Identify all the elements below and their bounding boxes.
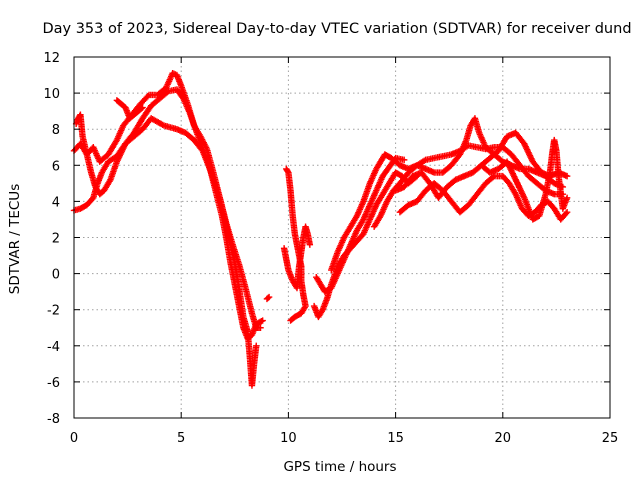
data-point xyxy=(159,121,166,128)
x-tick-label: 20 xyxy=(495,431,512,446)
data-series xyxy=(70,70,264,331)
data-series xyxy=(263,293,273,303)
data-point xyxy=(563,172,571,180)
x-tick-label: 15 xyxy=(387,431,404,446)
data-series xyxy=(478,136,571,223)
data-series xyxy=(280,223,314,292)
data-point xyxy=(258,318,265,325)
data-point xyxy=(287,317,294,324)
data-point xyxy=(400,156,408,164)
data-point xyxy=(144,92,152,100)
y-tick-label: 6 xyxy=(52,159,60,174)
y-tick-label: -6 xyxy=(47,376,60,391)
axis-ticks: 0 5 10 15 20 25 -8 -6 -4 -2 0 2 4 6 8 10 12 xyxy=(43,51,618,446)
data-series xyxy=(283,165,309,324)
data-point xyxy=(138,105,145,112)
data-point xyxy=(420,157,428,164)
y-axis-label: SDTVAR / TECUs xyxy=(7,184,23,294)
data-point xyxy=(562,210,570,217)
data-point xyxy=(257,324,264,331)
data-point xyxy=(306,241,314,248)
y-tick-label: 10 xyxy=(43,87,60,102)
data-point xyxy=(489,173,497,181)
data-point xyxy=(264,294,272,302)
x-tick-label: 5 xyxy=(177,431,185,446)
plot-area xyxy=(70,70,571,389)
data-point xyxy=(288,316,295,323)
data-series xyxy=(392,129,571,201)
chart-title: Day 353 of 2023, Sidereal Day-to-day VTE… xyxy=(42,21,631,37)
x-axis-label: GPS time / hours xyxy=(283,459,396,475)
y-tick-label: 8 xyxy=(52,123,60,138)
y-tick-label: 0 xyxy=(52,268,60,283)
y-tick-label: -8 xyxy=(47,412,60,427)
y-tick-label: 4 xyxy=(52,195,60,210)
data-series xyxy=(113,97,146,122)
data-point xyxy=(139,104,146,111)
x-tick-label: 0 xyxy=(70,431,78,446)
y-tick-label: -4 xyxy=(47,340,60,355)
data-point xyxy=(284,168,291,175)
data-point xyxy=(265,293,273,301)
data-series xyxy=(72,111,260,389)
y-tick-label: 12 xyxy=(43,51,60,66)
x-tick-label: 10 xyxy=(280,431,297,446)
data-point xyxy=(259,317,266,324)
data-point xyxy=(163,89,171,96)
y-tick-label: -2 xyxy=(47,304,60,319)
data-series xyxy=(328,142,567,274)
data-point xyxy=(563,209,571,216)
data-point xyxy=(563,194,571,201)
y-tick-label: 2 xyxy=(52,232,60,247)
x-tick-label: 25 xyxy=(602,431,619,446)
data-point xyxy=(253,342,260,349)
